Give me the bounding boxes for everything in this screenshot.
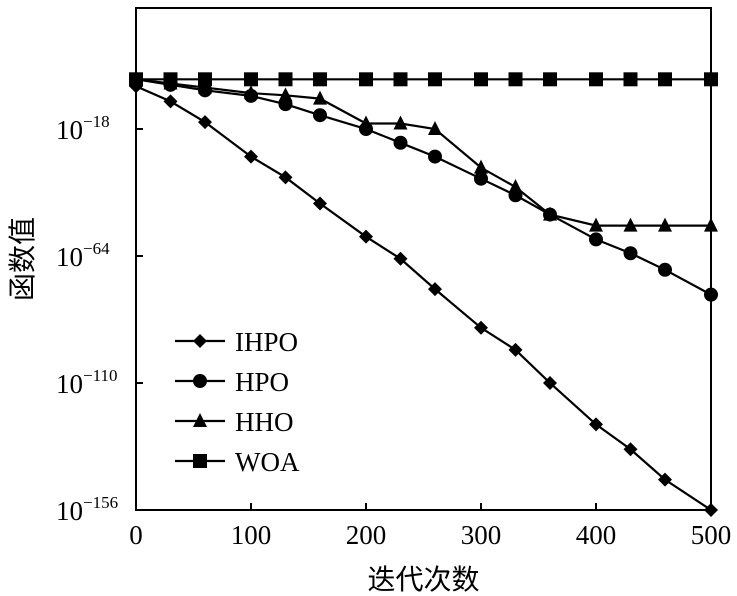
series-layer bbox=[129, 71, 718, 517]
series-hpo bbox=[129, 72, 718, 302]
x-tick-label: 100 bbox=[231, 520, 272, 550]
data-point bbox=[623, 72, 638, 87]
data-point bbox=[278, 170, 293, 185]
data-point bbox=[704, 217, 718, 232]
data-point bbox=[623, 442, 638, 457]
data-point bbox=[589, 72, 603, 87]
x-tick-label: 500 bbox=[691, 520, 732, 550]
x-tick-label: 0 bbox=[129, 520, 143, 550]
data-point bbox=[474, 159, 488, 174]
data-point bbox=[623, 246, 638, 261]
data-point bbox=[658, 262, 672, 277]
x-tick-label: 300 bbox=[461, 520, 502, 550]
x-tick-label: 400 bbox=[576, 520, 617, 550]
data-point bbox=[244, 88, 258, 103]
plot-frame bbox=[135, 7, 712, 511]
data-point bbox=[508, 342, 523, 357]
legend-item-ihpo: IHPO bbox=[175, 327, 298, 357]
data-point bbox=[278, 87, 293, 102]
data-point bbox=[704, 72, 718, 87]
legend-label: HPO bbox=[235, 367, 289, 397]
data-point bbox=[163, 77, 178, 92]
data-point bbox=[543, 376, 557, 390]
series-line-ihpo bbox=[135, 85, 712, 511]
data-point bbox=[129, 79, 143, 94]
data-point bbox=[193, 334, 207, 348]
data-point bbox=[193, 374, 207, 388]
series-ihpo bbox=[129, 79, 718, 517]
data-point bbox=[198, 115, 212, 130]
data-point bbox=[508, 72, 523, 87]
data-point bbox=[658, 472, 672, 487]
axis-labels: 迭代次数 函数值 bbox=[6, 217, 480, 596]
legend-item-hho: HHO bbox=[175, 407, 294, 437]
data-point bbox=[359, 229, 373, 244]
data-point bbox=[193, 413, 207, 427]
axis-ticks: 0 100 200 300 400 500 10−18 10−64 10−110 10−156 bbox=[56, 112, 731, 550]
data-point bbox=[393, 135, 408, 150]
data-point bbox=[313, 196, 327, 211]
data-point bbox=[508, 188, 523, 203]
data-point bbox=[198, 72, 212, 87]
legend-label: HHO bbox=[235, 407, 294, 437]
x-axis-title: 迭代次数 bbox=[367, 563, 479, 596]
data-point bbox=[278, 97, 293, 112]
data-point bbox=[704, 287, 718, 302]
data-point bbox=[623, 217, 638, 232]
y-tick-label: 10−156 bbox=[56, 493, 118, 526]
data-point bbox=[393, 251, 408, 266]
y-axis-title: 函数值 bbox=[6, 217, 39, 301]
data-point bbox=[658, 72, 672, 87]
series-woa bbox=[129, 72, 718, 87]
data-point bbox=[393, 115, 408, 130]
legend-label: IHPO bbox=[235, 327, 298, 357]
data-point bbox=[474, 171, 488, 186]
data-point bbox=[313, 90, 327, 105]
data-point bbox=[428, 121, 442, 135]
data-point bbox=[658, 217, 672, 232]
y-tick-label: 10−64 bbox=[56, 239, 110, 272]
data-point bbox=[474, 320, 488, 335]
data-point bbox=[244, 149, 258, 164]
legend: IHPO HPO HHO WOA bbox=[175, 327, 300, 477]
legend-item-hpo: HPO bbox=[175, 367, 289, 397]
data-point bbox=[543, 72, 557, 87]
x-tick-label: 200 bbox=[346, 520, 387, 550]
data-point bbox=[589, 217, 603, 232]
data-point bbox=[163, 94, 178, 109]
data-point bbox=[313, 72, 327, 87]
data-point bbox=[278, 72, 293, 87]
series-line-hpo bbox=[135, 78, 712, 296]
legend-item-woa: WOA bbox=[175, 447, 300, 477]
y-tick-label: 10−110 bbox=[56, 366, 117, 399]
data-point bbox=[198, 83, 212, 98]
data-point bbox=[393, 72, 408, 87]
data-point bbox=[193, 454, 207, 468]
data-point bbox=[704, 503, 718, 517]
series-line-hho bbox=[135, 78, 711, 227]
data-point bbox=[313, 108, 327, 123]
data-point bbox=[428, 72, 442, 87]
data-point bbox=[543, 207, 557, 222]
data-point bbox=[428, 149, 442, 164]
data-point bbox=[244, 72, 258, 87]
data-point bbox=[589, 417, 603, 432]
data-point bbox=[359, 122, 373, 136]
data-point bbox=[428, 282, 442, 297]
data-point bbox=[359, 72, 373, 87]
y-tick-label: 10−18 bbox=[56, 112, 110, 145]
data-point bbox=[589, 232, 603, 247]
data-point bbox=[474, 72, 488, 87]
plot-border bbox=[135, 7, 712, 511]
legend-label: WOA bbox=[235, 447, 300, 477]
